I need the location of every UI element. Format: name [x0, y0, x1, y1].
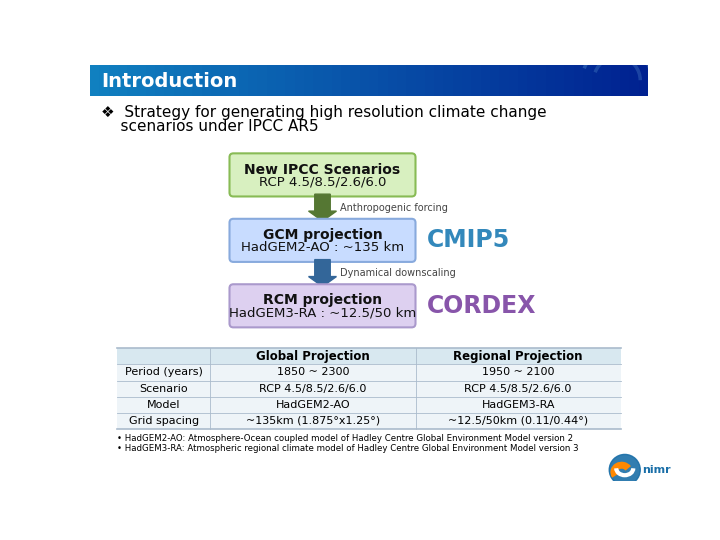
Bar	[341, 65, 351, 96]
Bar	[127, 65, 138, 96]
Circle shape	[609, 455, 640, 485]
Text: RCP 4.5/8.5/2.6/6.0: RCP 4.5/8.5/2.6/6.0	[259, 383, 366, 394]
Bar	[378, 65, 388, 96]
Text: Grid spacing: Grid spacing	[129, 416, 199, 426]
Text: ~12.5/50km (0.11/0.44°): ~12.5/50km (0.11/0.44°)	[448, 416, 588, 426]
Bar	[518, 65, 528, 96]
Bar	[629, 65, 639, 96]
Text: Anthropogenic forcing: Anthropogenic forcing	[340, 202, 447, 213]
Bar	[499, 65, 509, 96]
Bar	[99, 65, 109, 96]
Polygon shape	[309, 194, 336, 221]
Text: Period (years): Period (years)	[125, 367, 202, 377]
Bar	[239, 65, 249, 96]
Text: Dynamical downscaling: Dynamical downscaling	[340, 268, 455, 278]
Bar	[360, 65, 370, 96]
Text: Scenario: Scenario	[139, 383, 188, 394]
Text: CMIP5: CMIP5	[427, 228, 510, 252]
Text: Introduction: Introduction	[101, 72, 237, 91]
Text: RCP 4.5/8.5/2.6/6.0: RCP 4.5/8.5/2.6/6.0	[464, 383, 572, 394]
Text: RCM projection: RCM projection	[263, 293, 382, 307]
Bar	[109, 65, 119, 96]
Bar	[145, 65, 156, 96]
Bar	[462, 65, 472, 96]
Text: New IPCC Scenarios: New IPCC Scenarios	[244, 163, 400, 177]
Text: Global Projection: Global Projection	[256, 350, 369, 363]
Text: • HadGEM3-RA: Atmospheric regional climate model of Hadley Centre Global Environ: • HadGEM3-RA: Atmospheric regional clima…	[117, 444, 579, 454]
Bar	[415, 65, 426, 96]
Text: ❖  Strategy for generating high resolution climate change: ❖ Strategy for generating high resolutio…	[101, 105, 546, 120]
FancyBboxPatch shape	[230, 284, 415, 327]
Bar	[155, 65, 165, 96]
FancyBboxPatch shape	[230, 219, 415, 262]
Bar	[564, 65, 575, 96]
Bar	[527, 65, 537, 96]
Text: RCP 4.5/8.5/2.6/6.0: RCP 4.5/8.5/2.6/6.0	[258, 176, 386, 188]
Text: GCM projection: GCM projection	[263, 228, 382, 242]
Text: 1850 ~ 2300: 1850 ~ 2300	[276, 367, 349, 377]
Bar	[294, 65, 305, 96]
Circle shape	[609, 455, 640, 485]
Bar	[248, 65, 258, 96]
Bar	[192, 65, 202, 96]
Text: HadGEM2-AO: HadGEM2-AO	[276, 400, 350, 410]
Bar	[425, 65, 435, 96]
Bar	[481, 65, 490, 96]
Bar	[620, 65, 630, 96]
Bar	[211, 65, 221, 96]
Bar	[369, 65, 379, 96]
Bar	[490, 65, 500, 96]
Bar	[276, 65, 286, 96]
Text: HadGEM3-RA: HadGEM3-RA	[482, 400, 555, 410]
Text: ~135km (1.875°x1.25°): ~135km (1.875°x1.25°)	[246, 416, 380, 426]
Bar	[397, 65, 407, 96]
Bar	[434, 65, 444, 96]
FancyBboxPatch shape	[117, 348, 621, 429]
Bar	[285, 65, 295, 96]
Bar	[323, 65, 333, 96]
Bar	[351, 65, 361, 96]
FancyBboxPatch shape	[117, 348, 621, 364]
Bar	[387, 65, 397, 96]
Bar	[183, 65, 193, 96]
Bar	[555, 65, 565, 96]
Bar	[118, 65, 128, 96]
Bar	[472, 65, 482, 96]
Text: • HadGEM2-AO: Atmosphere-Ocean coupled model of Hadley Centre Global Environment: • HadGEM2-AO: Atmosphere-Ocean coupled m…	[117, 434, 573, 443]
Bar	[304, 65, 314, 96]
Bar	[137, 65, 147, 96]
Bar	[444, 65, 454, 96]
Bar	[220, 65, 230, 96]
Bar	[639, 65, 649, 96]
Text: Regional Projection: Regional Projection	[454, 350, 583, 363]
Bar	[174, 65, 184, 96]
Bar	[230, 65, 240, 96]
Bar	[406, 65, 416, 96]
Text: CORDEX: CORDEX	[427, 294, 536, 318]
Text: 1950 ~ 2100: 1950 ~ 2100	[482, 367, 554, 377]
Bar	[593, 65, 602, 96]
Bar	[332, 65, 342, 96]
Bar	[574, 65, 584, 96]
Bar	[90, 65, 100, 96]
Bar	[583, 65, 593, 96]
Bar	[508, 65, 518, 96]
Bar	[202, 65, 212, 96]
Polygon shape	[309, 260, 336, 287]
Text: HadGEM3-RA : ~12.5/50 km: HadGEM3-RA : ~12.5/50 km	[229, 306, 416, 319]
Text: HadGEM2-AO : ~135 km: HadGEM2-AO : ~135 km	[241, 241, 404, 254]
Bar	[258, 65, 267, 96]
Bar	[453, 65, 463, 96]
Bar	[266, 65, 276, 96]
Bar	[313, 65, 323, 96]
Text: Model: Model	[147, 400, 181, 410]
Bar	[164, 65, 174, 96]
Text: nimr: nimr	[642, 465, 671, 475]
Bar	[611, 65, 621, 96]
FancyBboxPatch shape	[230, 153, 415, 197]
Bar	[601, 65, 611, 96]
Bar	[546, 65, 556, 96]
Bar	[536, 65, 546, 96]
Text: scenarios under IPCC AR5: scenarios under IPCC AR5	[101, 119, 318, 134]
